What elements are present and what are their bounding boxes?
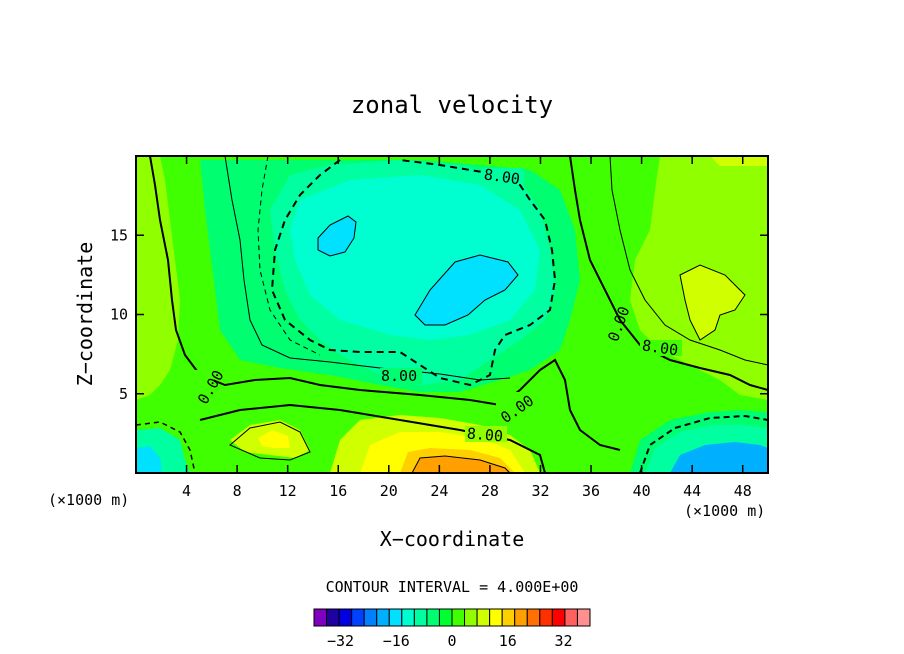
x-tick-label: 44 [683, 482, 701, 500]
colorbar-swatch [489, 608, 503, 627]
x-tick-label: 48 [734, 482, 752, 500]
colorbar-swatch [501, 608, 516, 627]
colorbar-swatch [451, 608, 466, 627]
fill-lower-left-yellow2 [258, 430, 290, 448]
contour-bottom-orange [411, 455, 511, 473]
y-tick-label: 5 [119, 385, 128, 403]
y-tick-label: 15 [110, 226, 128, 244]
y-tick-label: 10 [110, 306, 128, 324]
colorbar-swatch [401, 608, 415, 627]
colorbar-swatch [426, 608, 440, 627]
fill-bottom-orange [412, 456, 510, 473]
fill-right-yellow [680, 265, 745, 340]
colorbar-swatch [326, 608, 340, 627]
contour-dashed-thin [257, 156, 321, 356]
colorbar-swatch [464, 608, 478, 627]
contour-label: 8.00 [466, 424, 504, 445]
colorbar [313, 608, 591, 627]
x-tick-label: 16 [329, 482, 347, 500]
y-axis-label: Z−coordinate [73, 242, 97, 387]
contour-label: 8.00 [483, 165, 521, 188]
colorbar-swatch [438, 608, 453, 627]
colorbar-tick-label: 0 [447, 632, 456, 650]
x-tick-label: 12 [279, 482, 297, 500]
contour-solid-zero-left [149, 156, 621, 451]
x-tick-label: 32 [531, 482, 549, 500]
contour-bottom-8 [199, 403, 546, 473]
colorbar-tick-label: 32 [554, 632, 572, 650]
colorbar-swatch [514, 608, 528, 627]
colorbar-swatch [551, 608, 566, 627]
contour-right-yellow [679, 264, 746, 341]
fill-top-right-yellow [710, 156, 768, 166]
x-tick-label: 8 [233, 482, 242, 500]
colorbar-swatch [539, 608, 553, 627]
contour-bottom-right-dashed [639, 414, 768, 473]
colorbar-swatch [338, 608, 353, 627]
x-unit-right: (×1000 m) [684, 502, 765, 520]
colorbar-swatch [363, 608, 378, 627]
colorbar-swatch [526, 608, 541, 627]
fill-bottom-left-cyan2 [136, 446, 162, 473]
colorbar-tick-label: −16 [383, 632, 410, 650]
contour-interval-text: CONTOUR INTERVAL = 4.000E+00 [326, 578, 579, 596]
y-axis: 5 10 15 [110, 226, 768, 403]
colorbar-swatch [564, 608, 578, 627]
colorbar-tick-label: −32 [327, 632, 354, 650]
colorbar-tick-label: 16 [499, 632, 517, 650]
contour-label: 8.00 [641, 336, 679, 359]
x-tick-label: 20 [380, 482, 398, 500]
colorbar-swatch [376, 608, 390, 627]
contour-fill-layers [136, 156, 768, 473]
contour-cyan-patch-2 [414, 254, 519, 326]
contour-dashed-8-center [270, 159, 557, 387]
x-axis-label: X−coordinate [380, 527, 525, 551]
contour-bottom-left-loop [229, 421, 311, 461]
x-tick-label: 24 [430, 482, 448, 500]
x-tick-label: 40 [633, 482, 651, 500]
colorbar-tick-labels: −32 −16 0 16 32 [327, 632, 573, 650]
colorbar-swatch [476, 608, 491, 627]
x-tick-label: 28 [481, 482, 499, 500]
contour-label: 8.00 [381, 367, 417, 385]
colorbar-swatch [413, 608, 428, 627]
x-tick-label: 4 [182, 482, 191, 500]
contour-lines [136, 156, 768, 473]
colorbar-swatch [351, 608, 365, 627]
fill-cyan-patch-1 [318, 216, 356, 256]
contour-solid-zero-right [569, 156, 768, 391]
contour-cyan-patch-1 [317, 215, 357, 257]
fill-cyan-patch-2 [415, 255, 518, 325]
fill-bottom-right-blue [670, 442, 768, 473]
x-unit-left: (×1000 m) [48, 491, 129, 509]
chart-title: zonal velocity [351, 91, 553, 119]
contour-labels: 8.00 0.00 8.00 0.00 8.00 0.00 8.00 [188, 165, 682, 445]
colorbar-swatch [576, 608, 591, 627]
contour-right-thin [609, 156, 768, 366]
contour-bottom-left-dashed [136, 421, 196, 473]
x-tick-label: 36 [582, 482, 600, 500]
x-axis: 4 8 12 16 20 24 28 32 36 40 44 48 [182, 156, 752, 500]
contour-solid-8-upper [224, 156, 511, 381]
colorbar-swatch [313, 608, 328, 627]
fill-left-band [136, 156, 180, 400]
colorbar-swatch [388, 608, 403, 627]
